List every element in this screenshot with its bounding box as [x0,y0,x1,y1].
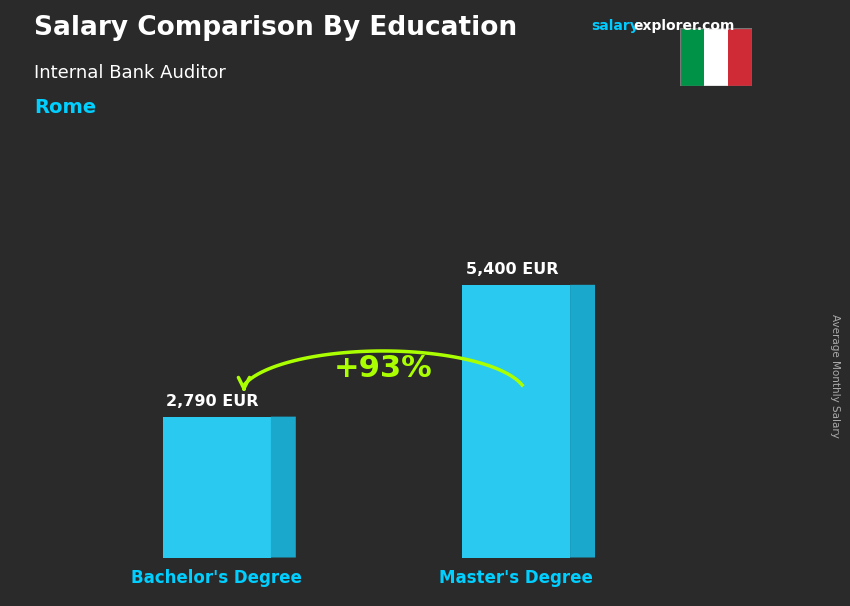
Text: 5,400 EUR: 5,400 EUR [466,262,558,277]
Text: Salary Comparison By Education: Salary Comparison By Education [34,15,517,41]
Text: Rome: Rome [34,98,96,117]
Polygon shape [271,416,296,558]
Bar [728,28,752,86]
Bar [680,28,704,86]
Text: 2,790 EUR: 2,790 EUR [167,393,259,408]
Bar [163,417,271,558]
Bar [704,28,728,86]
Polygon shape [570,285,595,558]
Bar [462,285,570,558]
Text: Internal Bank Auditor: Internal Bank Auditor [34,64,226,82]
Text: explorer.com: explorer.com [633,19,734,33]
Text: salary: salary [591,19,638,33]
Text: +93%: +93% [334,354,433,383]
Text: Average Monthly Salary: Average Monthly Salary [830,314,840,438]
